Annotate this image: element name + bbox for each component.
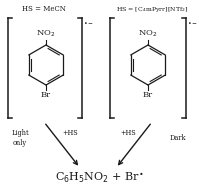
Text: HS = [C$_4$mPyrr][NTf$_2$]: HS = [C$_4$mPyrr][NTf$_2$] [116,5,188,14]
Text: Dark: Dark [170,134,186,142]
Text: Br: Br [41,91,51,99]
Text: HS = MeCN: HS = MeCN [22,5,66,13]
Text: Light
only: Light only [11,129,29,147]
Text: +HS: +HS [62,129,78,137]
Text: C$_6$H$_5$NO$_2$ + Br$^{\bullet}$: C$_6$H$_5$NO$_2$ + Br$^{\bullet}$ [55,171,143,185]
Text: $^{\bullet -}$: $^{\bullet -}$ [187,20,198,29]
Text: $^{\bullet -}$: $^{\bullet -}$ [83,20,94,29]
Text: +HS: +HS [120,129,136,137]
Text: NO$_2$: NO$_2$ [36,29,56,39]
Text: NO$_2$: NO$_2$ [138,29,158,39]
Text: Br: Br [143,91,153,99]
